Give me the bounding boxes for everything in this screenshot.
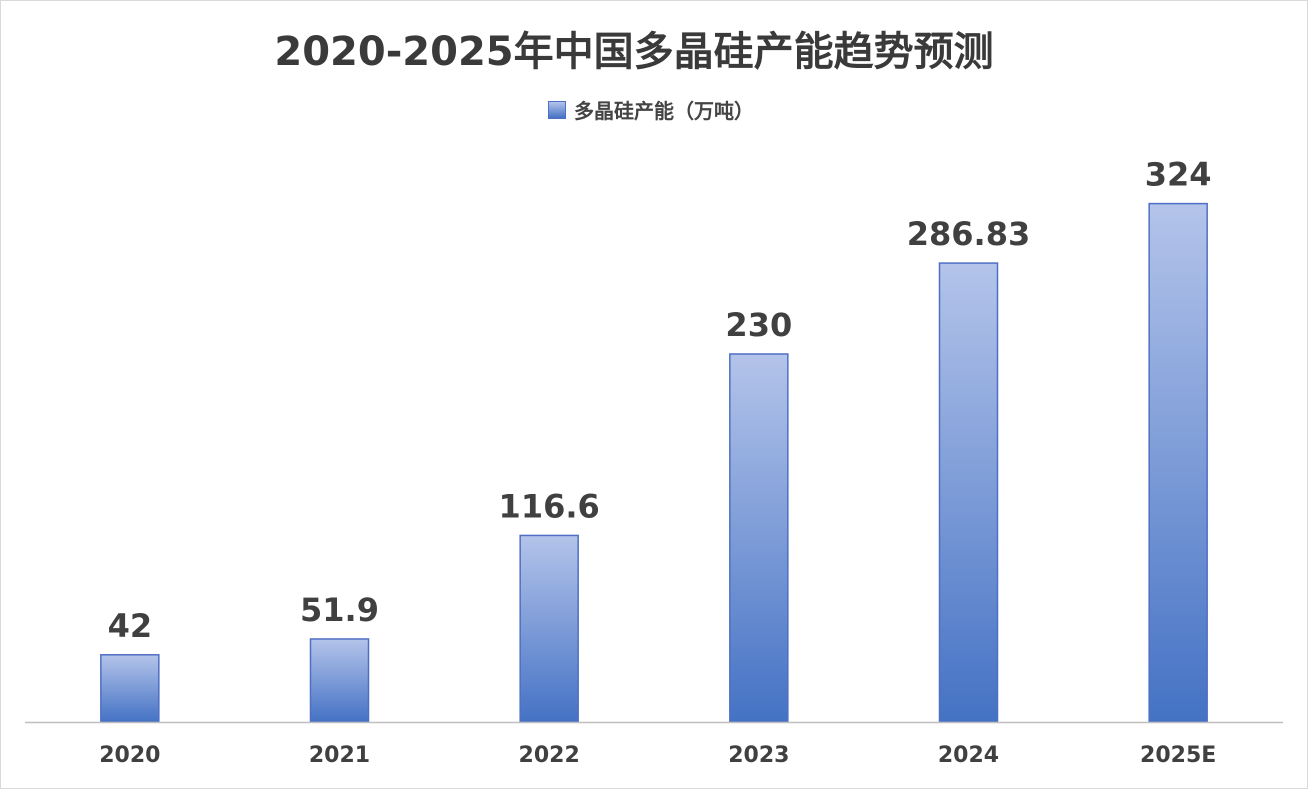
legend-swatch — [548, 100, 566, 119]
value-label-2025e: 324 — [1145, 156, 1212, 194]
bar-2022 — [519, 534, 579, 723]
category-label-2024: 2024 — [938, 743, 999, 768]
legend-label: 多晶硅产能（万吨） — [574, 99, 754, 123]
category-label-2022: 2022 — [519, 743, 580, 768]
chart-title: 2020-2025年中国多晶硅产能趋势预测 — [274, 29, 994, 75]
bar-2023 — [729, 353, 789, 723]
bar-2021 — [309, 638, 370, 723]
bar-2025e — [1148, 202, 1208, 723]
bars-group — [100, 202, 1208, 723]
value-label-2020: 42 — [108, 607, 153, 645]
category-labels: 2020 2021 2022 2023 2024 2025E — [99, 743, 1216, 768]
value-label-2024: 286.83 — [907, 215, 1030, 253]
category-label-2023: 2023 — [728, 743, 789, 768]
category-label-2025e: 2025E — [1140, 743, 1216, 768]
bar-2020 — [100, 654, 160, 723]
value-label-2023: 230 — [725, 306, 792, 344]
category-label-2020: 2020 — [99, 743, 160, 768]
legend: 多晶硅产能（万吨） — [1, 95, 1301, 124]
value-labels: 42 51.9 116.6 230 286.83 324 — [108, 156, 1212, 645]
value-label-2021: 51.9 — [300, 591, 379, 629]
bar-2024 — [938, 262, 999, 723]
category-label-2021: 2021 — [309, 743, 370, 768]
value-label-2022: 116.6 — [499, 487, 600, 525]
